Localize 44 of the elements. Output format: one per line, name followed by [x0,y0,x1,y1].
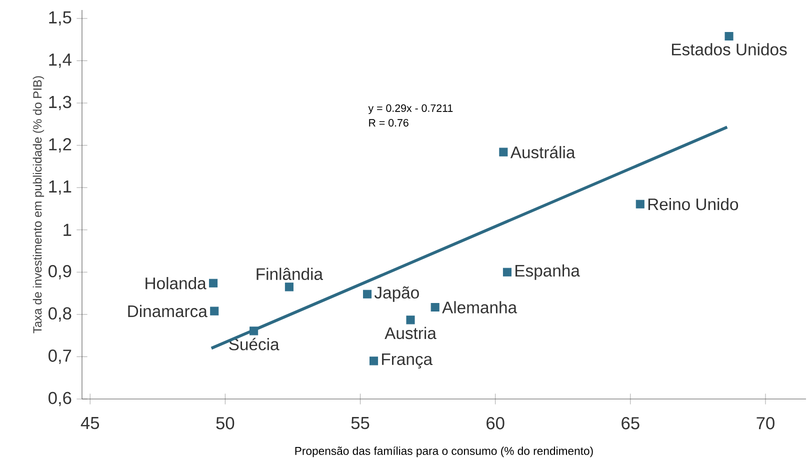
series-label: Espanha [516,264,580,280]
point [430,302,440,312]
x-tick-label: 55 [351,417,370,430]
y-tick-label: 1 [64,224,72,236]
y-tick-label: 0,8 [48,307,72,322]
series-label: Japão [374,286,419,302]
point [406,316,415,324]
point [370,356,378,366]
x-axis-title: Propensão das famílias para o consumo (% do rendimento) [295,446,593,458]
point [724,32,734,40]
series-label: Dinamarca [128,304,208,318]
y-tick-label: 0,9 [48,264,72,280]
y-tick-label: 1,1 [49,180,72,195]
point [502,268,512,276]
series-label: Suécia [229,338,280,350]
point [284,282,294,292]
series-label: Reino Unido [648,198,738,210]
series-label: Estados Unidos [672,43,787,56]
point [209,278,218,288]
point [636,200,644,208]
y-tick-label: 0,6 [48,392,72,406]
y-tick-label: 1,3 [49,96,72,110]
series-label: Holanda [146,277,206,290]
point [210,306,219,316]
series-label: Austria [384,326,436,340]
point [250,326,258,336]
x-tick-label: 60 [486,417,504,430]
point [499,148,508,156]
y-tick-label: 1,4 [49,54,72,68]
y-tick-label: 0,7 [48,350,72,364]
series-label: Austrália [510,146,576,158]
annotation: y = 0.29x - 0.7211 [368,104,453,114]
x-tick-label: 65 [622,417,640,430]
series-label: Finlândia [256,268,324,280]
y-axis-title: Taxa de investimento em publicidade (% do PIB) [32,76,44,334]
x-tick-label: 50 [216,417,234,430]
y-tick-label: 1,5 [49,11,72,26]
x-tick-label: 45 [80,417,100,430]
series-label: Alemanha [442,301,518,314]
x-tick-label: 70 [756,417,774,430]
series-label: França [382,353,433,368]
point [363,290,372,298]
y-tick-label: 1,2 [49,138,72,152]
annotation: R = 0.76 [369,119,408,127]
